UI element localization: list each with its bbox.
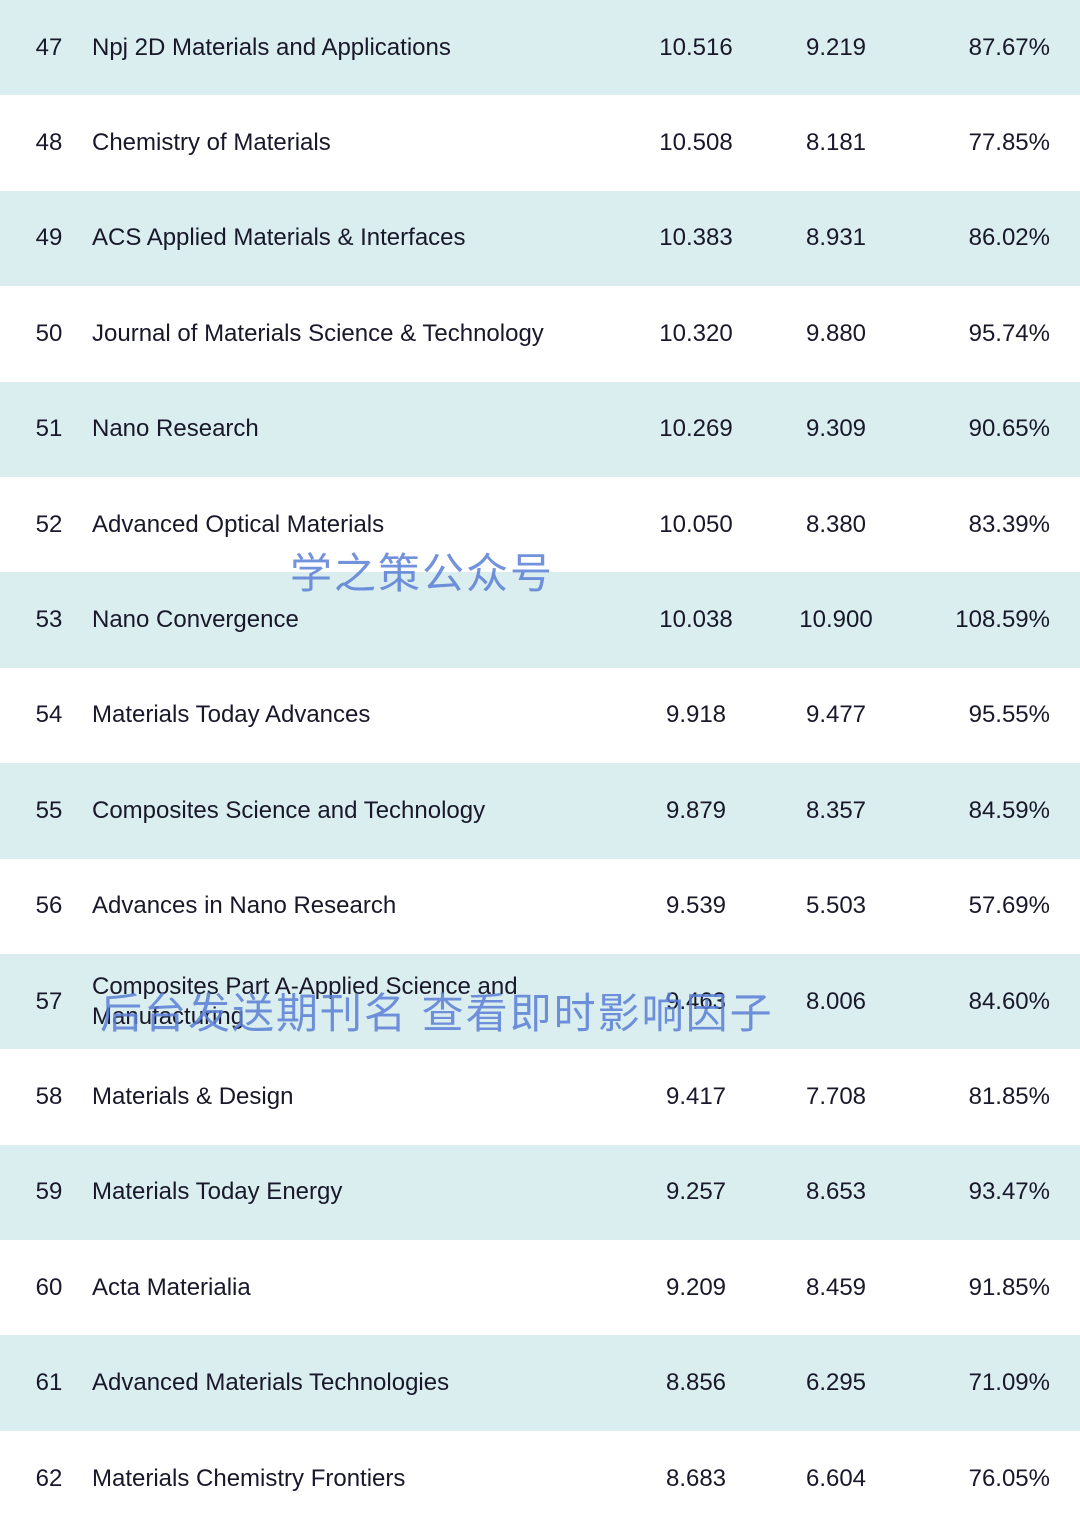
percent-cell: 95.74%	[906, 320, 1056, 348]
table-row: 53Nano Convergence10.03810.900108.59%	[0, 572, 1080, 667]
rank-cell: 62	[24, 1465, 74, 1493]
value2-cell: 6.295	[766, 1369, 906, 1397]
journal-name-cell: ACS Applied Materials & Interfaces	[74, 223, 626, 253]
value1-cell: 10.508	[626, 129, 766, 157]
value1-cell: 9.417	[626, 1083, 766, 1111]
value2-cell: 8.380	[766, 511, 906, 539]
value2-cell: 8.459	[766, 1274, 906, 1302]
journal-name-cell: Materials & Design	[74, 1082, 626, 1112]
value2-cell: 8.181	[766, 129, 906, 157]
rank-cell: 60	[24, 1274, 74, 1302]
value2-cell: 6.604	[766, 1465, 906, 1493]
percent-cell: 84.59%	[906, 797, 1056, 825]
table-row: 59Materials Today Energy9.2578.65393.47%	[0, 1145, 1080, 1240]
value2-cell: 9.219	[766, 34, 906, 62]
value2-cell: 5.503	[766, 892, 906, 920]
journal-name-cell: Advanced Materials Technologies	[74, 1368, 626, 1398]
percent-cell: 108.59%	[906, 606, 1056, 634]
rank-cell: 58	[24, 1083, 74, 1111]
table-row: 62Materials Chemistry Frontiers8.6836.60…	[0, 1431, 1080, 1526]
journal-name-cell: Materials Chemistry Frontiers	[74, 1464, 626, 1494]
rank-cell: 55	[24, 797, 74, 825]
rank-cell: 52	[24, 511, 74, 539]
journal-name-cell: Nano Convergence	[74, 605, 626, 635]
rank-cell: 48	[24, 129, 74, 157]
table-row: 55Composites Science and Technology9.879…	[0, 763, 1080, 858]
percent-cell: 95.55%	[906, 701, 1056, 729]
percent-cell: 91.85%	[906, 1274, 1056, 1302]
percent-cell: 57.69%	[906, 892, 1056, 920]
value1-cell: 10.516	[626, 34, 766, 62]
value2-cell: 9.880	[766, 320, 906, 348]
percent-cell: 84.60%	[906, 988, 1056, 1016]
journal-name-cell: Composites Science and Technology	[74, 796, 626, 826]
table-row: 57Composites Part A-Applied Science and …	[0, 954, 1080, 1049]
percent-cell: 76.05%	[906, 1465, 1056, 1493]
value1-cell: 9.463	[626, 988, 766, 1016]
journal-name-cell: Composites Part A-Applied Science and Ma…	[74, 972, 626, 1032]
value2-cell: 8.653	[766, 1178, 906, 1206]
value2-cell: 8.931	[766, 224, 906, 252]
value1-cell: 9.209	[626, 1274, 766, 1302]
value2-cell: 9.309	[766, 415, 906, 443]
value2-cell: 9.477	[766, 701, 906, 729]
rank-cell: 57	[24, 988, 74, 1016]
value1-cell: 9.879	[626, 797, 766, 825]
journal-name-cell: Acta Materialia	[74, 1273, 626, 1303]
journal-table: 47Npj 2D Materials and Applications10.51…	[0, 0, 1080, 1526]
percent-cell: 93.47%	[906, 1178, 1056, 1206]
table-row: 48Chemistry of Materials10.5088.18177.85…	[0, 95, 1080, 190]
table-row: 56Advances in Nano Research9.5395.50357.…	[0, 859, 1080, 954]
journal-name-cell: Chemistry of Materials	[74, 128, 626, 158]
value1-cell: 10.320	[626, 320, 766, 348]
journal-name-cell: Materials Today Energy	[74, 1177, 626, 1207]
table-row: 47Npj 2D Materials and Applications10.51…	[0, 0, 1080, 95]
rank-cell: 59	[24, 1178, 74, 1206]
value2-cell: 8.006	[766, 988, 906, 1016]
value1-cell: 8.683	[626, 1465, 766, 1493]
rank-cell: 56	[24, 892, 74, 920]
value1-cell: 9.257	[626, 1178, 766, 1206]
value1-cell: 9.539	[626, 892, 766, 920]
value1-cell: 10.269	[626, 415, 766, 443]
rank-cell: 47	[24, 34, 74, 62]
rank-cell: 53	[24, 606, 74, 634]
journal-name-cell: Materials Today Advances	[74, 700, 626, 730]
journal-name-cell: Nano Research	[74, 414, 626, 444]
journal-name-cell: Npj 2D Materials and Applications	[74, 33, 626, 63]
rank-cell: 61	[24, 1369, 74, 1397]
table-row: 52Advanced Optical Materials10.0508.3808…	[0, 477, 1080, 572]
journal-name-cell: Journal of Materials Science & Technolog…	[74, 319, 626, 349]
value2-cell: 10.900	[766, 606, 906, 634]
value1-cell: 8.856	[626, 1369, 766, 1397]
rank-cell: 50	[24, 320, 74, 348]
journal-name-cell: Advanced Optical Materials	[74, 510, 626, 540]
table-row: 50Journal of Materials Science & Technol…	[0, 286, 1080, 381]
table-row: 49ACS Applied Materials & Interfaces10.3…	[0, 191, 1080, 286]
percent-cell: 81.85%	[906, 1083, 1056, 1111]
percent-cell: 83.39%	[906, 511, 1056, 539]
percent-cell: 90.65%	[906, 415, 1056, 443]
percent-cell: 77.85%	[906, 129, 1056, 157]
table-row: 61Advanced Materials Technologies8.8566.…	[0, 1335, 1080, 1430]
table-row: 58Materials & Design9.4177.70881.85%	[0, 1049, 1080, 1144]
rank-cell: 54	[24, 701, 74, 729]
value2-cell: 7.708	[766, 1083, 906, 1111]
table-row: 60Acta Materialia9.2098.45991.85%	[0, 1240, 1080, 1335]
value1-cell: 10.038	[626, 606, 766, 634]
table-row: 51Nano Research10.2699.30990.65%	[0, 382, 1080, 477]
value1-cell: 10.383	[626, 224, 766, 252]
journal-name-cell: Advances in Nano Research	[74, 891, 626, 921]
table-row: 54Materials Today Advances9.9189.47795.5…	[0, 668, 1080, 763]
percent-cell: 86.02%	[906, 224, 1056, 252]
rank-cell: 51	[24, 415, 74, 443]
percent-cell: 87.67%	[906, 34, 1056, 62]
percent-cell: 71.09%	[906, 1369, 1056, 1397]
value2-cell: 8.357	[766, 797, 906, 825]
rank-cell: 49	[24, 224, 74, 252]
value1-cell: 9.918	[626, 701, 766, 729]
value1-cell: 10.050	[626, 511, 766, 539]
